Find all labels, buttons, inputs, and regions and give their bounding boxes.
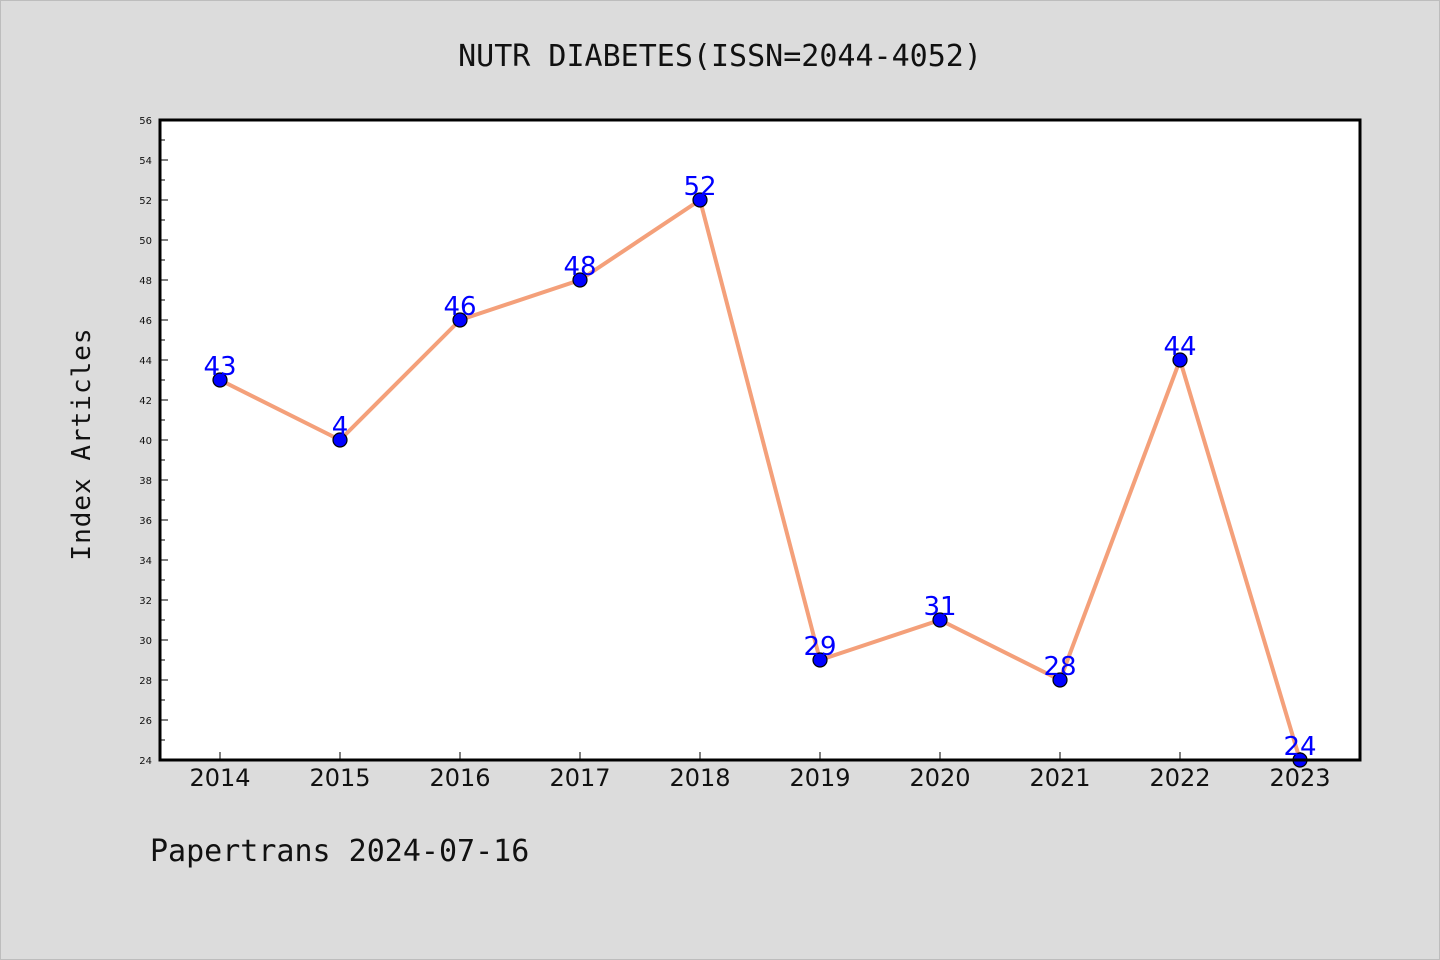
- series-line: [219, 198, 1302, 761]
- x-tick-label: 2019: [789, 764, 850, 792]
- data-point: [812, 652, 828, 668]
- data-label: 28: [1043, 652, 1076, 682]
- chart-title: NUTR DIABETES(ISSN=2044-4052): [458, 39, 982, 74]
- x-tick-label: 2022: [1149, 764, 1210, 792]
- data-markers: [212, 192, 1308, 768]
- data-point: [332, 432, 348, 448]
- data-label: 43: [203, 352, 236, 382]
- data-label: 4: [332, 412, 349, 442]
- y-tick-label: 44: [139, 356, 152, 367]
- x-tick-label: 2023: [1269, 764, 1330, 792]
- y-tick-label: 40: [139, 436, 152, 447]
- x-tick-label: 2014: [189, 764, 250, 792]
- data-point: [452, 312, 468, 328]
- y-tick-label: 34: [139, 556, 152, 567]
- y-tick-label: 38: [139, 476, 152, 487]
- y-tick-label: 32: [139, 596, 152, 607]
- y-tick-label: 46: [139, 316, 152, 327]
- x-tick-label: 2016: [429, 764, 490, 792]
- y-tick-label: 52: [139, 196, 152, 207]
- data-label: 52: [683, 172, 716, 202]
- data-label: 24: [1283, 732, 1316, 762]
- y-tick-label: 26: [139, 716, 152, 727]
- x-tick-label: 2015: [309, 764, 370, 792]
- y-tick-label: 42: [139, 396, 152, 407]
- y-axis-label: Index Articles: [67, 327, 97, 560]
- x-axis: 2014 2015 2016 2017 2018 2019 2020 2021 2022 2023: [189, 752, 1331, 792]
- y-tick-label: 56: [139, 116, 152, 127]
- footer-text: Papertrans 2024-07-16: [150, 834, 530, 869]
- x-tick-label: 2018: [669, 764, 730, 792]
- data-point: [212, 372, 228, 388]
- y-tick-label: 36: [139, 516, 152, 527]
- y-tick-label: 28: [139, 676, 152, 687]
- y-tick-label: 24: [139, 756, 152, 767]
- y-tick-label: 50: [139, 236, 152, 247]
- data-label: 44: [1163, 332, 1196, 362]
- y-tick-label: 30: [139, 636, 152, 647]
- x-tick-label: 2021: [1029, 764, 1090, 792]
- data-point: [692, 192, 708, 208]
- x-tick-label: 2020: [909, 764, 970, 792]
- y-tick-label: 54: [139, 156, 152, 167]
- plot-border: [158, 118, 1362, 762]
- data-point: [932, 612, 948, 628]
- x-tick-label: 2017: [549, 764, 610, 792]
- data-label: 48: [563, 252, 596, 282]
- data-labels: 43 4 46 48 52 29 31 28 44 24: [203, 172, 1316, 762]
- data-label: 29: [803, 632, 836, 662]
- data-point: [1052, 672, 1068, 688]
- y-tick-label: 48: [139, 276, 152, 287]
- data-point: [1172, 352, 1188, 368]
- data-point: [572, 272, 588, 288]
- data-label: 46: [443, 292, 476, 322]
- data-label: 31: [923, 592, 956, 622]
- plot-area: [160, 120, 1360, 760]
